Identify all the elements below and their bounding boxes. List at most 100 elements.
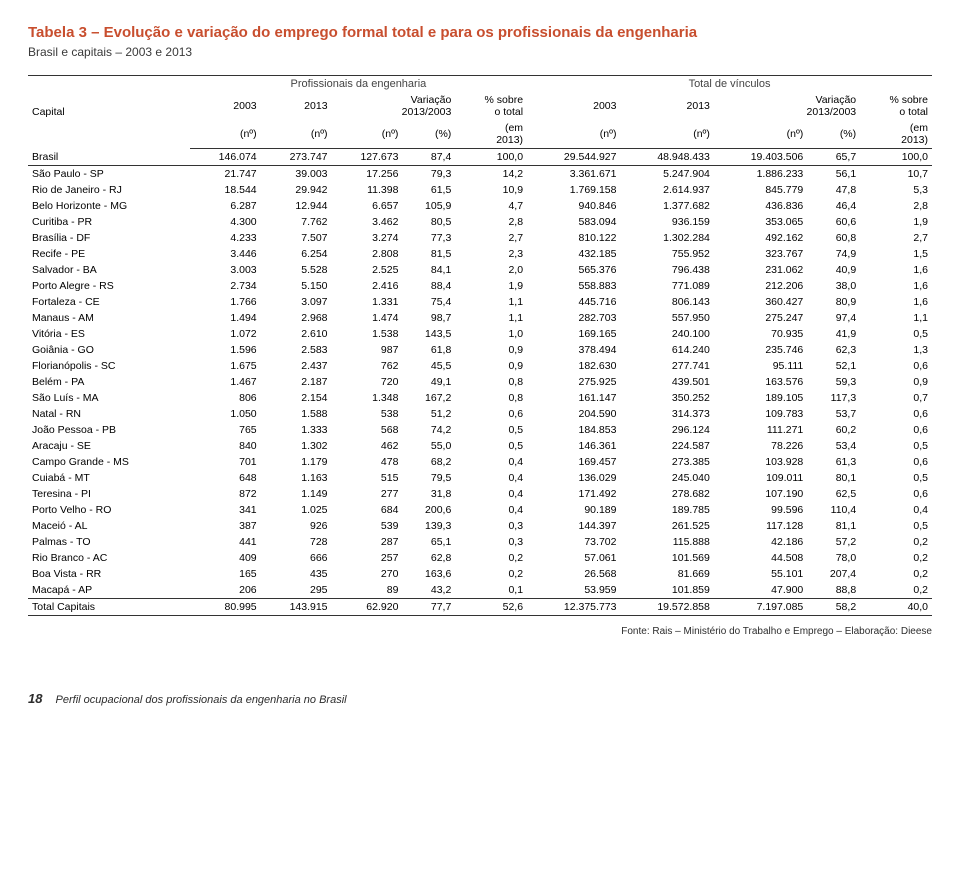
table-cell: 378.494 xyxy=(527,342,620,358)
table-row: Total Capitais80.995143.91562.92077,752,… xyxy=(28,599,932,616)
table-row: Brasil146.074273.747127.67387,4100,029.5… xyxy=(28,149,932,166)
u-em: (em2013) xyxy=(455,120,527,149)
table-cell: 212.206 xyxy=(714,278,807,294)
table-row: Maceió - AL387926539139,30,3144.397261.5… xyxy=(28,518,932,534)
table-cell: 1.331 xyxy=(332,294,403,310)
u-pct: (%) xyxy=(807,120,860,149)
table-cell: 277 xyxy=(332,486,403,502)
table-cell: 207,4 xyxy=(807,566,860,582)
table-cell: 1.886.233 xyxy=(714,166,807,183)
table-cell: 14,2 xyxy=(455,166,527,183)
table-cell: 40,9 xyxy=(807,262,860,278)
table-row: Palmas - TO44172828765,10,373.702115.888… xyxy=(28,534,932,550)
table-cell: 163,6 xyxy=(402,566,455,582)
table-cell: 78.226 xyxy=(714,438,807,454)
table-cell: 2.734 xyxy=(190,278,261,294)
table-cell: 100,0 xyxy=(455,149,527,166)
table-cell: 55,0 xyxy=(402,438,455,454)
table-cell: 165 xyxy=(190,566,261,582)
table-cell: 666 xyxy=(261,550,332,566)
table-cell: 0,4 xyxy=(455,502,527,518)
table-cell: 31,8 xyxy=(402,486,455,502)
h-pct: % sobreo total xyxy=(455,92,527,120)
table-subtitle: Brasil e capitais – 2003 e 2013 xyxy=(28,45,932,59)
table-source: Fonte: Rais – Ministério do Trabalho e E… xyxy=(28,626,932,637)
table-cell: 167,2 xyxy=(402,390,455,406)
table-cell: 56,1 xyxy=(807,166,860,183)
table-cell: Boa Vista - RR xyxy=(28,566,190,582)
table-cell: 6.254 xyxy=(261,246,332,262)
table-cell: 204.590 xyxy=(527,406,620,422)
table-cell: 44.508 xyxy=(714,550,807,566)
table-cell: 2.583 xyxy=(261,342,332,358)
table-row: Florianópolis - SC1.6752.43776245,50,918… xyxy=(28,358,932,374)
table-cell: 445.716 xyxy=(527,294,620,310)
table-cell: 323.767 xyxy=(714,246,807,262)
table-cell: 3.361.671 xyxy=(527,166,620,183)
table-cell: Teresina - PI xyxy=(28,486,190,502)
table-cell: 109.011 xyxy=(714,470,807,486)
table-cell: 62,5 xyxy=(807,486,860,502)
table-cell: 146.074 xyxy=(190,149,261,166)
h-var-t: Variação2013/2003 xyxy=(714,92,860,120)
page-footer: 18 Perfil ocupacional dos profissionais … xyxy=(28,691,932,706)
table-cell: 245.040 xyxy=(620,470,713,486)
table-cell: 2.614.937 xyxy=(620,182,713,198)
table-cell: 95.111 xyxy=(714,358,807,374)
table-cell: 68,2 xyxy=(402,454,455,470)
table-cell: 2,8 xyxy=(860,198,932,214)
table-cell: 1.766 xyxy=(190,294,261,310)
table-cell: Florianópolis - SC xyxy=(28,358,190,374)
table-cell: 74,9 xyxy=(807,246,860,262)
table-cell: Rio de Janeiro - RJ xyxy=(28,182,190,198)
table-cell: 295 xyxy=(261,582,332,599)
table-cell: 231.062 xyxy=(714,262,807,278)
table-cell: Goiânia - GO xyxy=(28,342,190,358)
u-no: (nº) xyxy=(714,120,807,149)
table-cell: 0,1 xyxy=(455,582,527,599)
table-cell: 65,1 xyxy=(402,534,455,550)
table-cell: 97,4 xyxy=(807,310,860,326)
table-cell: 117,3 xyxy=(807,390,860,406)
table-cell: 3.003 xyxy=(190,262,261,278)
table-cell: 2.154 xyxy=(261,390,332,406)
table-cell: 273.747 xyxy=(261,149,332,166)
table-row: Manaus - AM1.4942.9681.47498,71,1282.703… xyxy=(28,310,932,326)
table-cell: 88,4 xyxy=(402,278,455,294)
table-cell: 0,5 xyxy=(455,438,527,454)
table-cell: Brasil xyxy=(28,149,190,166)
table-cell: 2,3 xyxy=(455,246,527,262)
table-cell: 40,0 xyxy=(860,599,932,616)
table-cell: 4,7 xyxy=(455,198,527,214)
table-cell: 684 xyxy=(332,502,403,518)
table-row: Rio de Janeiro - RJ18.54429.94211.39861,… xyxy=(28,182,932,198)
table-cell: 296.124 xyxy=(620,422,713,438)
table-cell: 80,1 xyxy=(807,470,860,486)
table-cell: 10,9 xyxy=(455,182,527,198)
table-cell: 287 xyxy=(332,534,403,550)
table-cell: 583.094 xyxy=(527,214,620,230)
table-cell: 109.783 xyxy=(714,406,807,422)
u-no: (nº) xyxy=(620,120,713,149)
table-cell: 720 xyxy=(332,374,403,390)
table-cell: 806.143 xyxy=(620,294,713,310)
table-cell: 12.375.773 xyxy=(527,599,620,616)
table-cell: 53.959 xyxy=(527,582,620,599)
table-cell: Macapá - AP xyxy=(28,582,190,599)
table-cell: 171.492 xyxy=(527,486,620,502)
table-cell: 648 xyxy=(190,470,261,486)
table-cell: 100,0 xyxy=(860,149,932,166)
table-cell: 48.948.433 xyxy=(620,149,713,166)
table-cell: 462 xyxy=(332,438,403,454)
table-cell: 2.808 xyxy=(332,246,403,262)
table-cell: 73.702 xyxy=(527,534,620,550)
table-cell: 1,6 xyxy=(860,278,932,294)
table-cell: 940.846 xyxy=(527,198,620,214)
table-cell: 1,5 xyxy=(860,246,932,262)
table-cell: 314.373 xyxy=(620,406,713,422)
table-cell: 1,1 xyxy=(455,294,527,310)
table-cell: 77,7 xyxy=(402,599,455,616)
table-cell: 0,5 xyxy=(455,422,527,438)
table-cell: 0,6 xyxy=(860,406,932,422)
table-cell: 1,9 xyxy=(860,214,932,230)
